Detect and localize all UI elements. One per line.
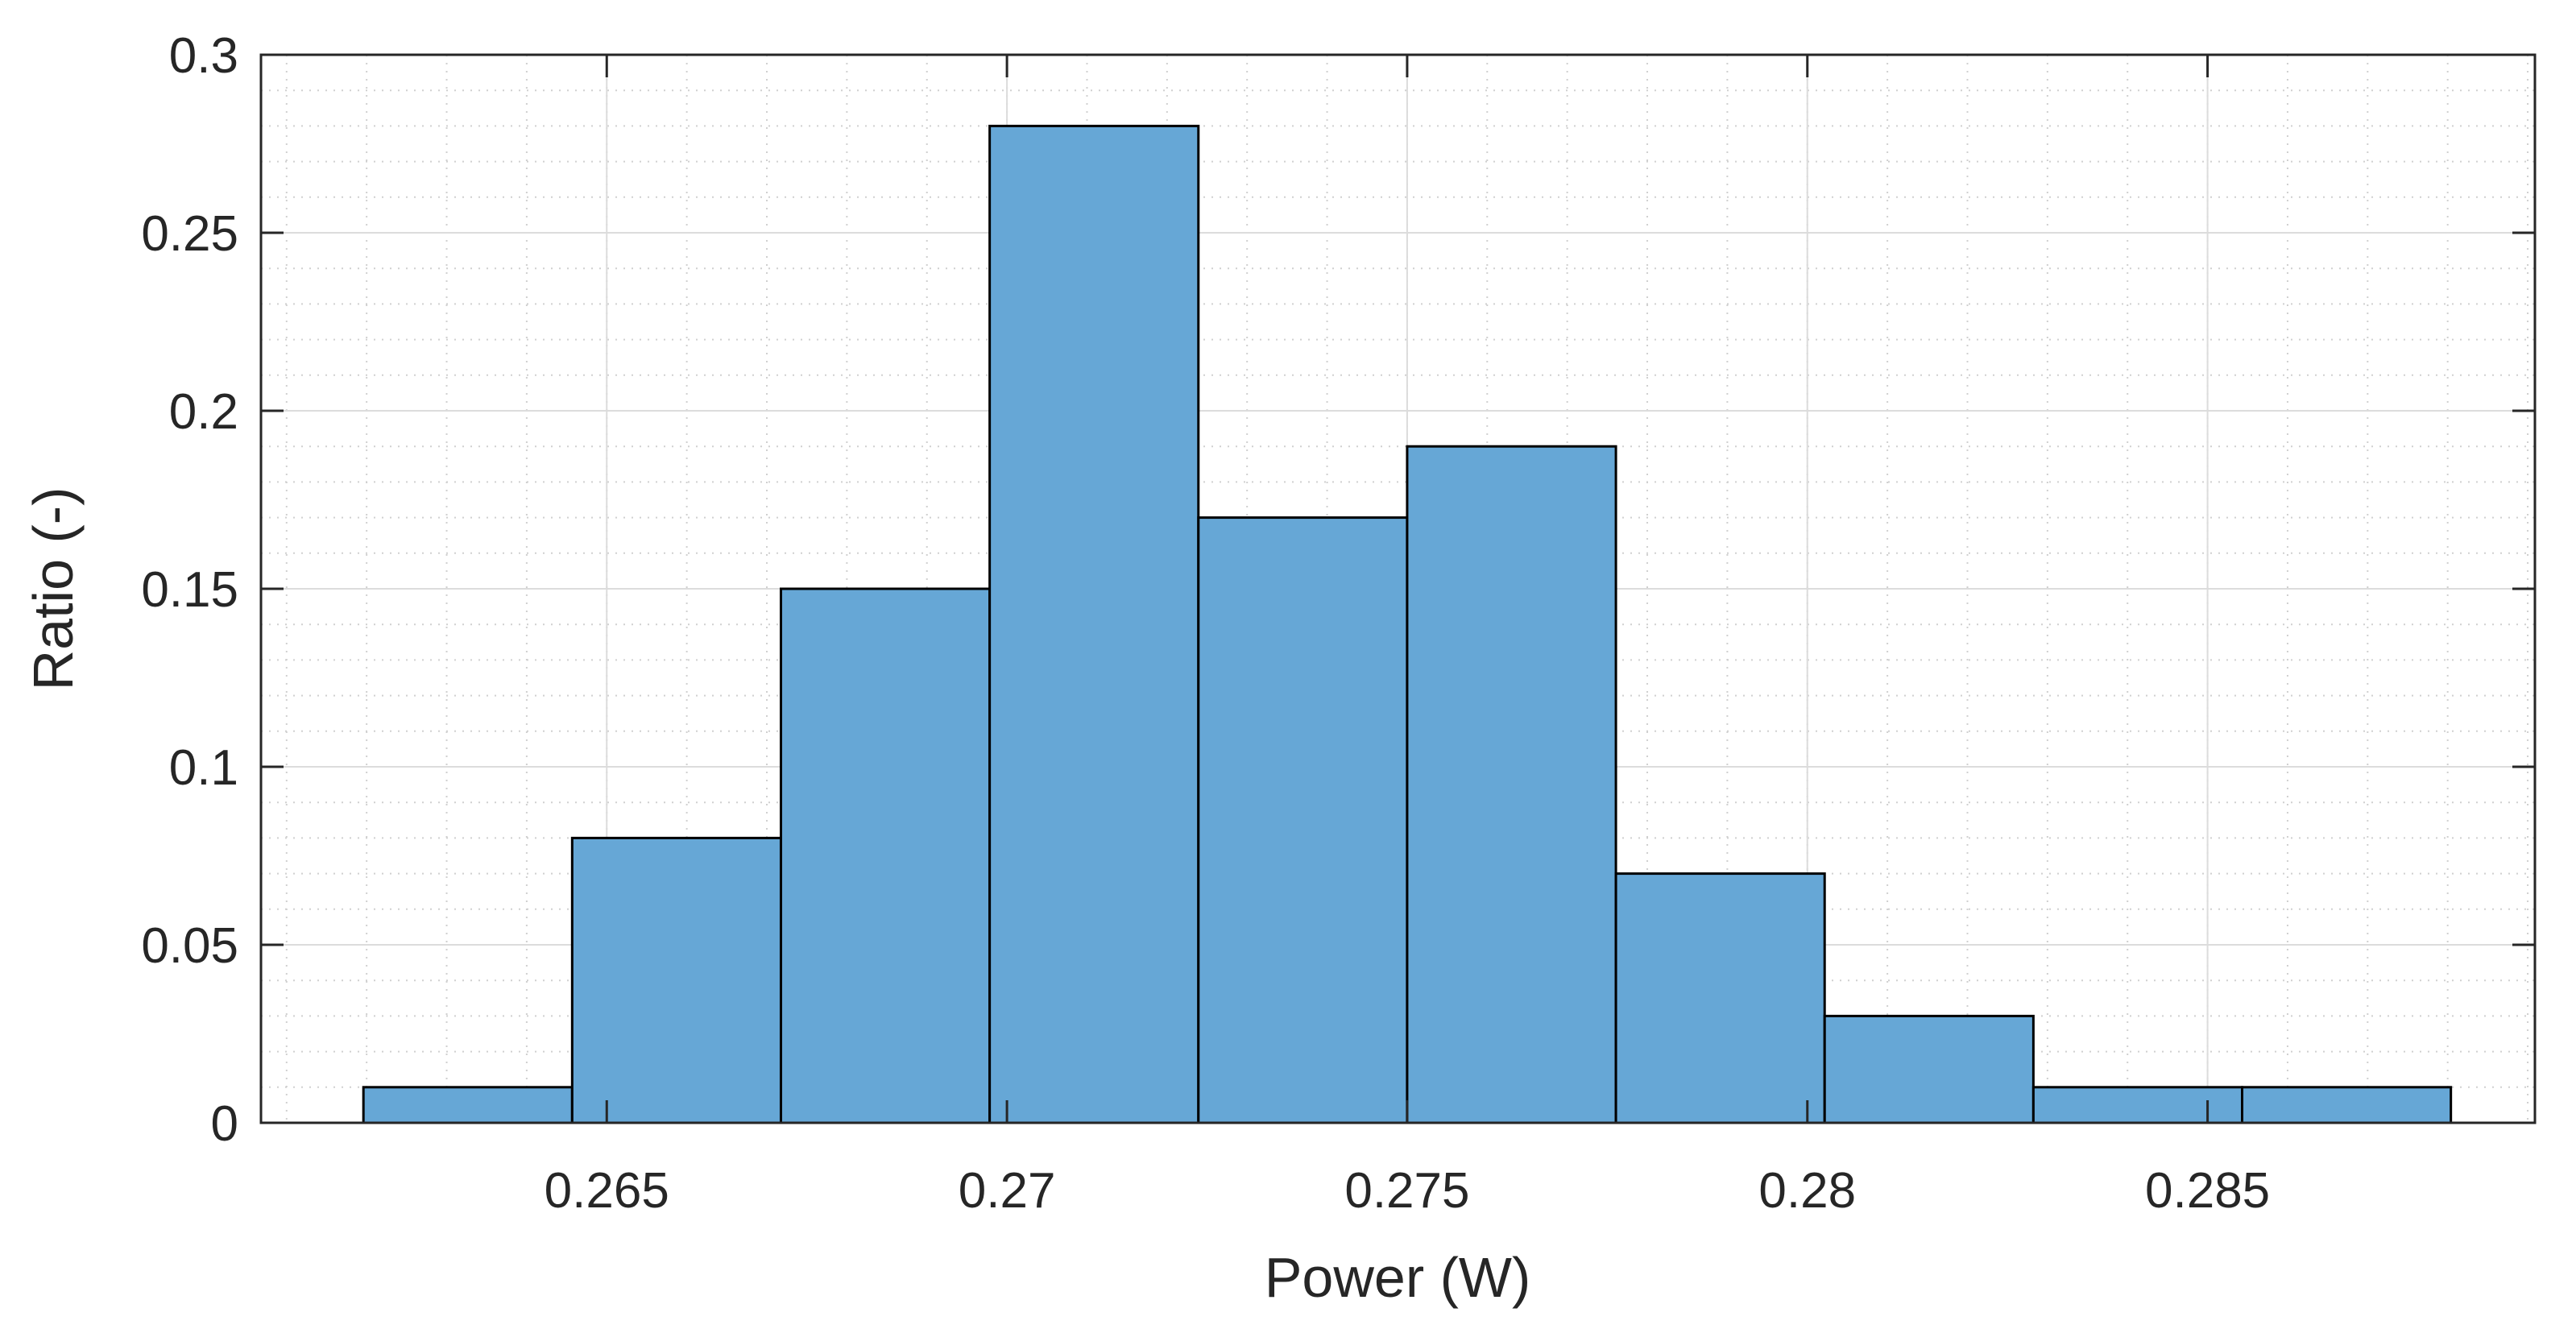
y-tick-label: 0.1 xyxy=(169,740,238,796)
y-tick-label: 0.3 xyxy=(169,28,238,84)
histogram-bar xyxy=(1197,516,1409,1124)
histogram-bar xyxy=(2241,1086,2453,1124)
histogram-bar xyxy=(1406,445,1617,1124)
y-tick-label: 0.25 xyxy=(141,206,238,262)
y-tick-label: 0.2 xyxy=(169,384,238,440)
histogram-bar xyxy=(2031,1086,2244,1124)
histogram-bar xyxy=(570,836,782,1124)
histogram-bar xyxy=(1823,1014,2035,1124)
x-tick-label: 0.265 xyxy=(545,1163,669,1219)
x-tick-label: 0.28 xyxy=(1758,1163,1856,1219)
y-tick-label: 0 xyxy=(211,1096,238,1152)
y-tick-label: 0.05 xyxy=(141,918,238,974)
y-axis-label: Ratio (-) xyxy=(22,487,85,691)
x-tick-label: 0.27 xyxy=(959,1163,1056,1219)
histogram-bar xyxy=(1614,872,1826,1124)
histogram-bar xyxy=(988,124,1200,1124)
bars xyxy=(362,124,2453,1124)
histogram-bar xyxy=(362,1086,574,1124)
x-tick-label: 0.285 xyxy=(2145,1163,2270,1219)
histogram-bar xyxy=(779,587,992,1124)
x-tick-label: 0.275 xyxy=(1344,1163,1469,1219)
y-tick-label: 0.15 xyxy=(141,562,238,618)
ticks: 0.265 0.27 0.275 0.28 0.285 0 0.05 0.1 0.15 0.2 0.… xyxy=(141,28,2535,1219)
x-axis-label: Power (W) xyxy=(1265,1246,1531,1309)
